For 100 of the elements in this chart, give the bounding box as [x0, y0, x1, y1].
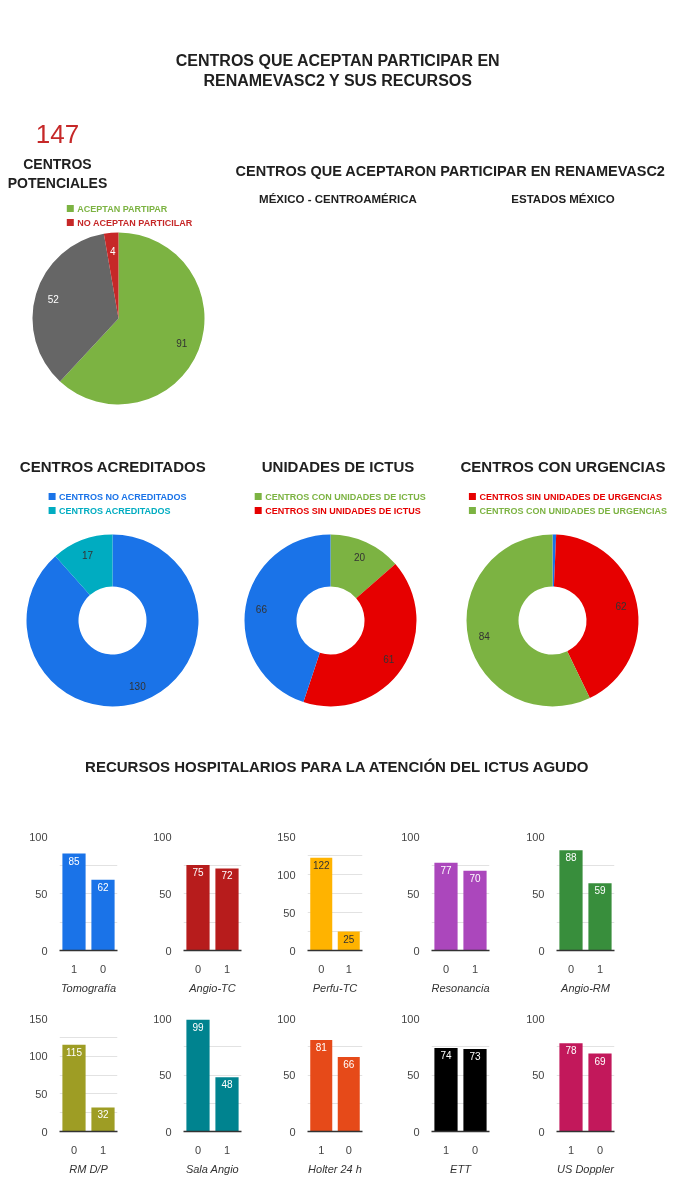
y-tick-label: 50 [35, 1087, 48, 1100]
text: ESTADOS MÉXICO [511, 192, 615, 205]
x-axis-title: Sala Angio [185, 1162, 239, 1175]
data-label: 62 [615, 601, 628, 613]
data-label: 130 [129, 680, 147, 692]
data-label: 85 [68, 855, 80, 867]
y-tick-label: 150 [29, 1012, 48, 1025]
y-tick-label: 50 [407, 887, 420, 900]
x-axis-title: US Doppler [557, 1162, 616, 1175]
y-tick-label: 50 [35, 887, 48, 900]
x-tick-label: 0 [99, 962, 107, 975]
data-label: 72 [221, 870, 233, 882]
y-tick-label: 0 [538, 1125, 545, 1138]
y-tick-label: 100 [29, 830, 48, 843]
y-tick-label: 50 [532, 887, 545, 900]
x-tick-label: 0 [596, 1143, 604, 1156]
x-tick-label: 1 [596, 962, 604, 975]
text: MÉXICO - CENTROAMÉRICA [259, 192, 417, 205]
data-label: 88 [565, 852, 577, 864]
x-tick-label: 0 [318, 962, 325, 975]
y-tick-label: 100 [526, 1012, 545, 1025]
data-label: 78 [565, 1045, 577, 1057]
legend-label: CENTROS NO ACREDITADOS [59, 491, 187, 502]
y-tick-label: 100 [277, 868, 296, 881]
x-tick-label: 1 [318, 1143, 325, 1156]
x-tick-label: 1 [442, 1143, 450, 1156]
y-tick-label: 0 [413, 1125, 420, 1138]
y-tick-label: 50 [532, 1069, 545, 1081]
data-label: 62 [97, 881, 109, 893]
chart-title: CENTROS POTENCIALES [7, 156, 108, 191]
x-axis-title: Resonancia [431, 981, 490, 994]
y-tick-label: 0 [289, 1125, 296, 1138]
data-label: 48 [221, 1079, 233, 1091]
legend-label: CENTROS SIN UNIDADES DE URGENCIAS [479, 491, 662, 502]
data-label: 61 [383, 654, 395, 666]
x-axis-title: ETT [450, 1162, 473, 1175]
x-axis-title: Holter 24 h [308, 1162, 362, 1175]
y-tick-label: 100 [153, 830, 172, 843]
data-label: 17 [82, 550, 94, 562]
data-label: 91 [176, 338, 188, 350]
x-tick-label: 1 [99, 1143, 107, 1156]
y-tick-label: 50 [407, 1069, 420, 1081]
data-label: 66 [343, 1058, 355, 1070]
y-tick-label: 50 [283, 1069, 296, 1081]
x-tick-label: 0 [194, 962, 202, 975]
legend-label: ACEPTAN PARTIPAR [77, 203, 168, 214]
x-tick-label: 1 [567, 1143, 575, 1156]
y-tick-label: 100 [401, 830, 420, 843]
data-label: 84 [478, 631, 491, 643]
data-label: 69 [594, 1055, 606, 1067]
data-label: 74 [440, 1049, 452, 1061]
legend-label: CENTROS SIN UNIDADES DE ICTUS [265, 505, 421, 516]
data-label: 77 [440, 864, 452, 876]
x-axis-title: Angio-TC [188, 981, 236, 994]
x-tick-label: 0 [345, 1143, 352, 1156]
text: 147 [35, 118, 80, 149]
x-tick-label: 1 [345, 962, 352, 975]
y-tick-label: 0 [165, 944, 172, 957]
x-tick-label: 1 [223, 962, 231, 975]
y-tick-label: 0 [165, 1125, 172, 1138]
y-tick-label: 0 [41, 1125, 48, 1138]
y-tick-label: 50 [159, 1069, 172, 1081]
data-label: 20 [353, 551, 366, 563]
chart-title: UNIDADES DE ICTUS [261, 458, 415, 475]
x-tick-label: 0 [567, 962, 575, 975]
text: RECURSOS HOSPITALARIOS PARA LA ATENCIÓN DEL ICTUS AGUDO [85, 758, 589, 775]
y-tick-label: 0 [41, 944, 48, 957]
data-label: 70 [469, 872, 481, 884]
y-tick-label: 100 [526, 830, 545, 843]
y-tick-label: 0 [289, 944, 296, 957]
y-tick-label: 150 [277, 830, 296, 843]
data-label: 81 [315, 1041, 328, 1053]
x-axis-title: Tomografía [60, 981, 117, 994]
data-label: 122 [312, 859, 331, 871]
x-axis-title: RM D/P [69, 1162, 109, 1175]
x-tick-label: 0 [471, 1143, 479, 1156]
data-label: 59 [594, 885, 606, 897]
x-tick-label: 0 [194, 1143, 202, 1156]
data-label: 75 [192, 867, 204, 878]
data-label: 99 [192, 1021, 204, 1033]
y-tick-label: 50 [159, 887, 172, 900]
x-axis-title: Angio-RM [560, 981, 611, 994]
y-tick-label: 100 [29, 1050, 48, 1063]
data-label: 66 [255, 604, 268, 616]
y-tick-label: 100 [401, 1012, 420, 1025]
x-tick-label: 1 [223, 1143, 231, 1156]
x-axis-title: Perfu-TC [312, 981, 358, 994]
legend-label: CENTROS CON UNIDADES DE ICTUS [265, 491, 426, 502]
chart-title: CENTROS ACREDITADOS [19, 458, 206, 475]
data-label: 73 [469, 1051, 481, 1063]
x-tick-label: 0 [442, 962, 450, 975]
data-label: 115 [66, 1046, 83, 1058]
data-label: 32 [97, 1109, 109, 1121]
data-label: 25 [343, 933, 355, 945]
text: CENTROS QUE ACEPTAN PARTICIPAR EN RENAMEVASC2 Y SUS RECURSOS [175, 52, 500, 89]
y-tick-label: 0 [538, 944, 545, 957]
legend-label: CENTROS ACREDITADOS [59, 505, 171, 516]
legend-label: NO ACEPTAN PARTICILAR [77, 217, 193, 228]
y-tick-label: 50 [283, 906, 296, 919]
chart-title: CENTROS CON URGENCIAS [460, 458, 666, 475]
